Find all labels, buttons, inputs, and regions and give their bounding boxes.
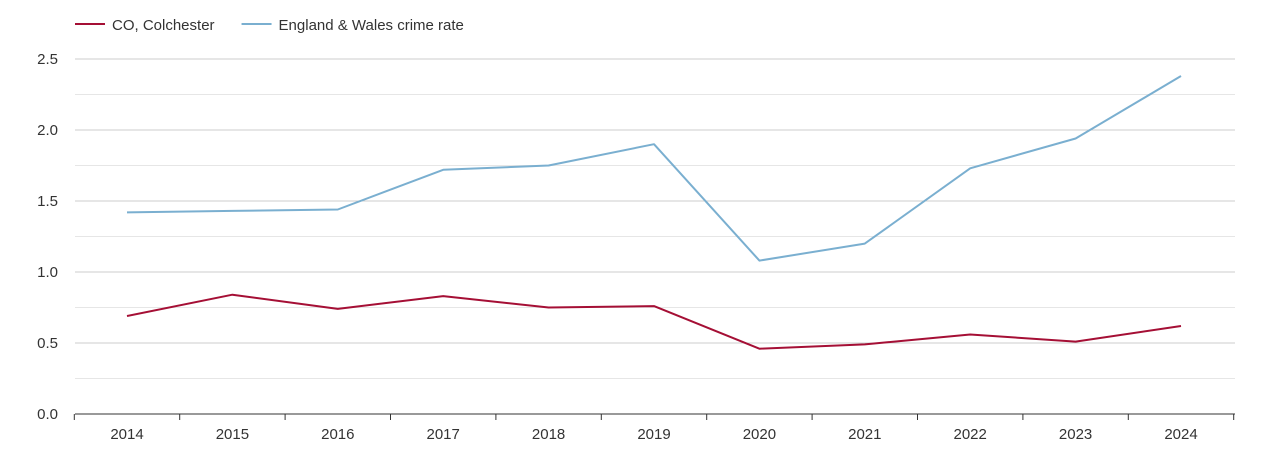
x-tick-label: 2022 — [954, 426, 987, 443]
y-tick-label: 2.5 — [37, 51, 58, 68]
x-axis-ticks: 2014 2015 2016 2017 2018 2019 2020 2021 2022 2023… — [73, 414, 1235, 443]
legend-label: CO, Colchester — [112, 17, 215, 34]
legend: CO, Colchester England & Wales crime rate — [75, 17, 464, 34]
y-axis-ticks: 0.0 0.5 1.0 1.5 2.0 2.5 — [37, 51, 58, 423]
legend-label: England & Wales crime rate — [279, 17, 464, 34]
x-tick-label: 2021 — [848, 426, 881, 443]
x-tick-label: 2020 — [743, 426, 776, 443]
y-tick-label: 0.5 — [37, 335, 58, 352]
y-tick-label: 1.0 — [37, 264, 58, 281]
x-tick-label: 2017 — [427, 426, 460, 443]
x-tick-label: 2014 — [110, 426, 143, 443]
series-line — [126, 293, 1182, 350]
series-line — [126, 75, 1182, 262]
y-tick-label: 2.0 — [37, 122, 58, 139]
y-tick-label: 1.5 — [37, 193, 58, 210]
series-lines — [126, 75, 1182, 350]
x-tick-label: 2019 — [637, 426, 670, 443]
grid-lines — [75, 58, 1235, 379]
x-tick-label: 2016 — [321, 426, 354, 443]
x-tick-label: 2023 — [1059, 426, 1092, 443]
y-tick-label: 0.0 — [37, 406, 58, 423]
x-tick-label: 2018 — [532, 426, 565, 443]
x-tick-label: 2015 — [216, 426, 249, 443]
x-tick-label: 2024 — [1164, 426, 1197, 443]
